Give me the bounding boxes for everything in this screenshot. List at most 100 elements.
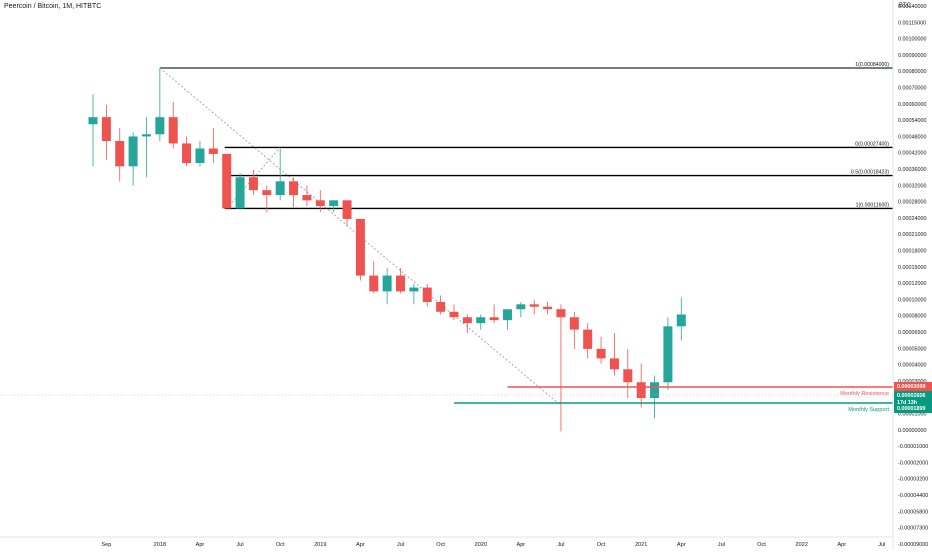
y-tick-label: 0.00090000: [898, 53, 926, 59]
candle-body: [462, 317, 472, 324]
y-axis: BTC 0.00140000 0.00115000 0.00100000 0.0009…: [892, 0, 928, 550]
x-tick-label: Apr: [837, 542, 846, 548]
candle-body: [529, 304, 539, 307]
x-tick-label: Apr: [677, 542, 686, 548]
candle-body: [342, 200, 352, 219]
x-tick-label: 2021: [635, 542, 647, 548]
candle-body: [315, 200, 325, 207]
candle-body: [396, 275, 406, 292]
candle-body: [583, 329, 593, 349]
y-tick-label: -0.00004400: [898, 493, 928, 499]
candle-body: [101, 117, 111, 142]
x-tick-label: Apr: [356, 542, 365, 548]
fibonacci-retracement-lines[interactable]: 1(0.00084000) 0(0.00027400) 0.5(0.00018423…: [159, 62, 893, 406]
candle-body: [623, 369, 633, 383]
y-tick-label: 0.00018000: [898, 249, 926, 255]
candle-body: [195, 148, 205, 164]
candle-body: [222, 153, 232, 209]
y-tick-label: 0.00012000: [898, 281, 926, 287]
candle-body: [650, 382, 660, 399]
candle-body: [128, 136, 138, 167]
x-tick-label: Jul: [397, 542, 404, 548]
current-price-tag-text: 17d 13h: [897, 400, 917, 406]
candle-body: [596, 348, 606, 359]
y-tick-label: -0.00001000: [898, 444, 928, 450]
candle-body: [168, 117, 178, 144]
candle-body: [636, 382, 646, 399]
y-tick-label: 0.00080000: [898, 69, 926, 75]
y-tick-label: -0.00007300: [898, 526, 928, 532]
x-tick-label: Oct: [757, 542, 766, 548]
y-tick-label: 0.00004000: [898, 363, 926, 369]
support-price-tag: [894, 404, 932, 413]
horizontal-level-lines[interactable]: Monthly Resistence Monthly Support: [0, 386, 893, 413]
candle-body: [676, 314, 686, 327]
y-tick-label: 0.00010000: [898, 297, 926, 303]
x-tick-label: Jul: [557, 542, 564, 548]
fib-level-label: 0(0.00027400): [855, 141, 889, 147]
candle-body: [115, 141, 125, 167]
candle-body: [208, 148, 218, 154]
x-tick-label: Sep: [101, 542, 111, 548]
fib-level-label: 0.5(0.00018423): [851, 170, 889, 176]
y-tick-label: 0.00006500: [898, 330, 926, 336]
y-tick-label: 0.00048000: [898, 134, 926, 140]
candle-body: [449, 311, 459, 318]
candle-body: [235, 177, 245, 209]
x-tick-label: 2019: [314, 542, 326, 548]
x-tick-label: Oct: [436, 542, 445, 548]
y-tick-label: 0.00024000: [898, 216, 926, 222]
y-tick-label: 0.00060000: [898, 102, 926, 108]
x-tick-label: 2022: [795, 542, 807, 548]
candle-body: [182, 143, 192, 164]
trend-dotted-line: [159, 67, 562, 406]
y-tick-label: -0.00002000: [898, 460, 928, 466]
y-tick-label: -0.00003200: [898, 477, 928, 483]
candle-body: [289, 181, 299, 196]
candlestick-series: [88, 68, 686, 432]
y-tick-label: 0.00015000: [898, 265, 926, 271]
candle-body: [329, 200, 339, 207]
y-tick-label: 0.00005000: [898, 346, 926, 352]
candle-body: [155, 117, 165, 135]
resistance-line-label: Monthly Resistence: [840, 391, 889, 397]
candle-body: [489, 317, 499, 321]
current-price-tag-text: 0.00002606: [897, 393, 925, 399]
candle-body: [409, 287, 419, 292]
y-tick-label: 0.00070000: [898, 86, 926, 92]
y-tick-label: 0.00021000: [898, 232, 926, 238]
y-tick-label: 0.00140000: [898, 4, 926, 10]
candle-body: [422, 287, 432, 302]
resistance-price-tag: [894, 382, 932, 391]
y-tick-label: 0.00032000: [898, 183, 926, 189]
fib-level-label: 1(0.00084000): [855, 62, 889, 68]
candle-body: [556, 309, 566, 318]
candle-body: [436, 301, 446, 312]
candle-body: [663, 326, 673, 383]
candle-body: [516, 304, 526, 310]
support-line-label: Monthly Support: [848, 407, 889, 413]
candle-body: [476, 317, 486, 324]
candle-body: [248, 177, 258, 191]
x-tick-label: Apr: [516, 542, 525, 548]
candle-body: [382, 275, 392, 292]
fib-level-label: 1(0.00011600): [856, 202, 890, 208]
x-tick-label: 2020: [475, 542, 487, 548]
y-tick-label: 0.00115000: [898, 20, 926, 26]
x-tick-label: 2018: [154, 542, 166, 548]
y-tick-label: 0.00001000: [898, 412, 926, 418]
symbol-title: Peercoin / Bitcoin, 1M, HITBTC: [4, 3, 102, 10]
y-tick-label: 0.00003000: [898, 379, 926, 385]
candle-body: [609, 358, 619, 370]
candle-body: [369, 275, 379, 292]
x-tick-label: Jul: [236, 542, 243, 548]
x-tick-label: Oct: [276, 542, 285, 548]
y-tick-label: 0.00000000: [898, 428, 926, 434]
y-tick-label: -0.00009000: [898, 542, 928, 548]
support-price-tag-text: 0.00001899: [897, 406, 925, 412]
candle-body: [88, 117, 98, 125]
candle-body: [141, 134, 151, 137]
